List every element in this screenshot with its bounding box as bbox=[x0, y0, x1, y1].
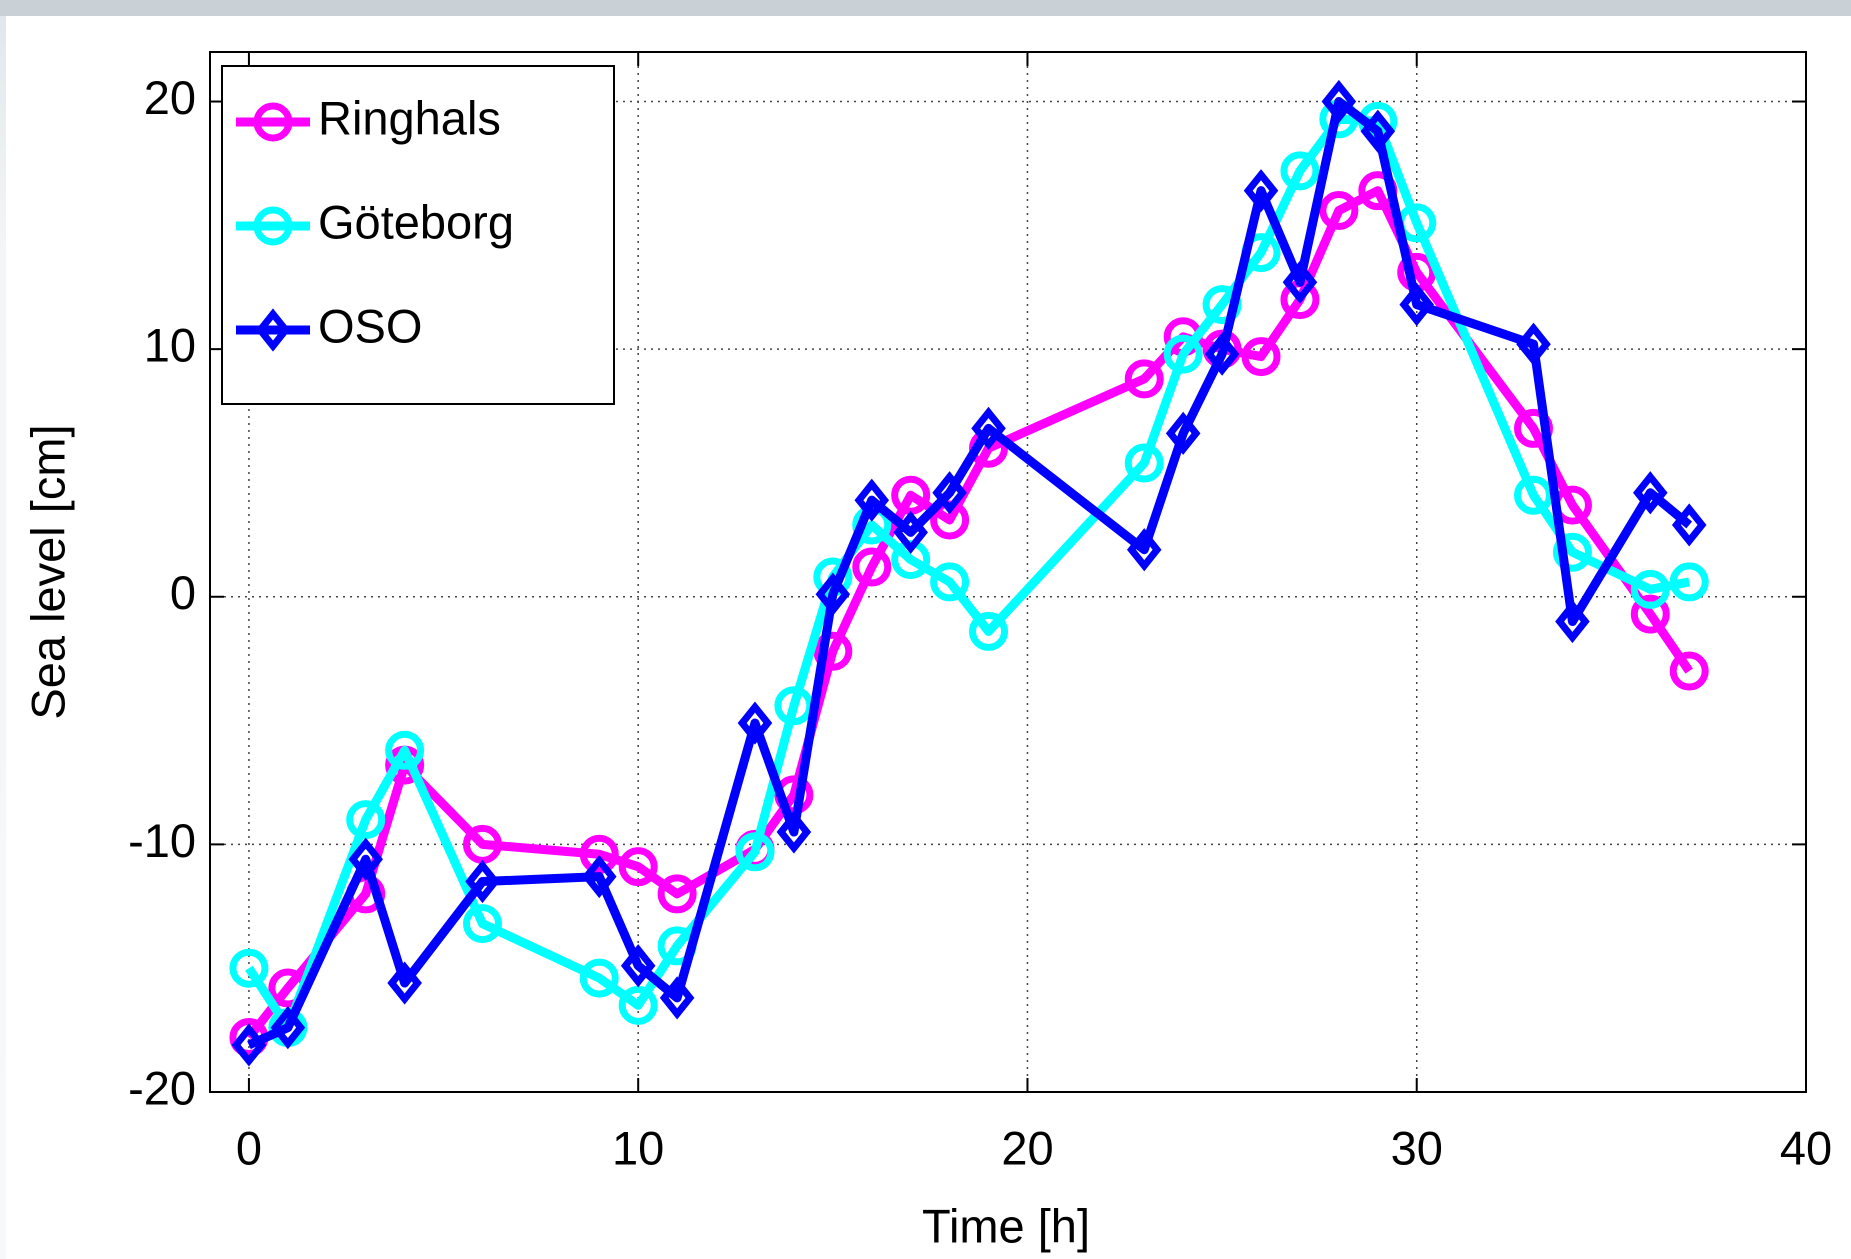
marker bbox=[1555, 599, 1590, 644]
marker bbox=[969, 611, 1009, 651]
marker bbox=[1126, 528, 1162, 572]
marker bbox=[348, 837, 383, 881]
marker bbox=[387, 961, 422, 1005]
marker bbox=[659, 976, 695, 1020]
marker bbox=[657, 874, 697, 914]
marker bbox=[270, 1006, 306, 1050]
marker bbox=[385, 730, 425, 770]
marker bbox=[462, 904, 502, 944]
marker bbox=[930, 562, 970, 602]
legend-marker bbox=[253, 102, 293, 142]
x-tick-label: 30 bbox=[1391, 1121, 1443, 1174]
marker bbox=[1241, 337, 1281, 377]
marker bbox=[1514, 475, 1554, 515]
marker bbox=[618, 985, 658, 1025]
y-axis-label: Sea level [cm] bbox=[21, 424, 74, 719]
marker bbox=[229, 948, 269, 988]
legend-label: Ringhals bbox=[318, 91, 501, 144]
marker bbox=[1630, 594, 1670, 634]
marker bbox=[620, 944, 656, 988]
marker bbox=[581, 854, 617, 899]
marker bbox=[346, 800, 386, 840]
marker bbox=[932, 471, 967, 515]
marker bbox=[776, 810, 812, 854]
x-tick-label: 0 bbox=[236, 1121, 262, 1174]
marker bbox=[1319, 190, 1359, 230]
marker bbox=[1552, 532, 1592, 572]
marker bbox=[854, 478, 890, 522]
marker bbox=[1124, 359, 1164, 399]
legend-label: Göteborg bbox=[318, 195, 514, 248]
marker bbox=[1282, 260, 1318, 304]
legend-label: OSO bbox=[318, 299, 422, 352]
marker bbox=[465, 859, 500, 904]
marker bbox=[813, 631, 853, 671]
marker bbox=[1630, 569, 1670, 609]
y-tick-label: -10 bbox=[128, 814, 196, 867]
series-line bbox=[247, 97, 1693, 1050]
y-tick-label: 20 bbox=[144, 71, 196, 124]
y-tick-label: 10 bbox=[144, 319, 196, 372]
marker bbox=[579, 834, 619, 874]
marker bbox=[1633, 471, 1668, 515]
marker bbox=[579, 958, 619, 998]
marker bbox=[852, 547, 892, 587]
x-tick-label: 10 bbox=[612, 1121, 664, 1174]
marker bbox=[815, 572, 851, 616]
legend-marker bbox=[253, 206, 293, 246]
marker bbox=[1321, 79, 1357, 124]
marker bbox=[1124, 443, 1164, 483]
plot-frame bbox=[209, 51, 1807, 1093]
marker bbox=[1669, 651, 1709, 691]
marker bbox=[1516, 322, 1551, 366]
legend-marker bbox=[255, 308, 291, 352]
marker bbox=[971, 406, 1006, 450]
marker bbox=[1360, 109, 1396, 153]
marker bbox=[1243, 169, 1279, 213]
series-line bbox=[245, 114, 1691, 1033]
marker bbox=[735, 832, 775, 872]
marker bbox=[1669, 562, 1709, 602]
marker bbox=[1163, 334, 1203, 374]
marker bbox=[1204, 332, 1240, 376]
y-tick-label: 0 bbox=[170, 566, 196, 619]
x-axis-label: Time [h] bbox=[922, 1199, 1090, 1252]
x-tick-label: 20 bbox=[1001, 1121, 1053, 1174]
top-strip bbox=[0, 0, 1851, 16]
marker bbox=[893, 510, 928, 554]
x-tick-label: 40 bbox=[1780, 1121, 1832, 1174]
y-tick-label: -20 bbox=[128, 1061, 196, 1114]
marker bbox=[1671, 503, 1707, 547]
marker bbox=[231, 1023, 267, 1067]
marker bbox=[774, 686, 814, 726]
marker bbox=[1165, 411, 1201, 455]
marker bbox=[1399, 282, 1435, 327]
marker bbox=[618, 847, 658, 887]
marker bbox=[1280, 151, 1320, 191]
marker bbox=[737, 701, 773, 745]
